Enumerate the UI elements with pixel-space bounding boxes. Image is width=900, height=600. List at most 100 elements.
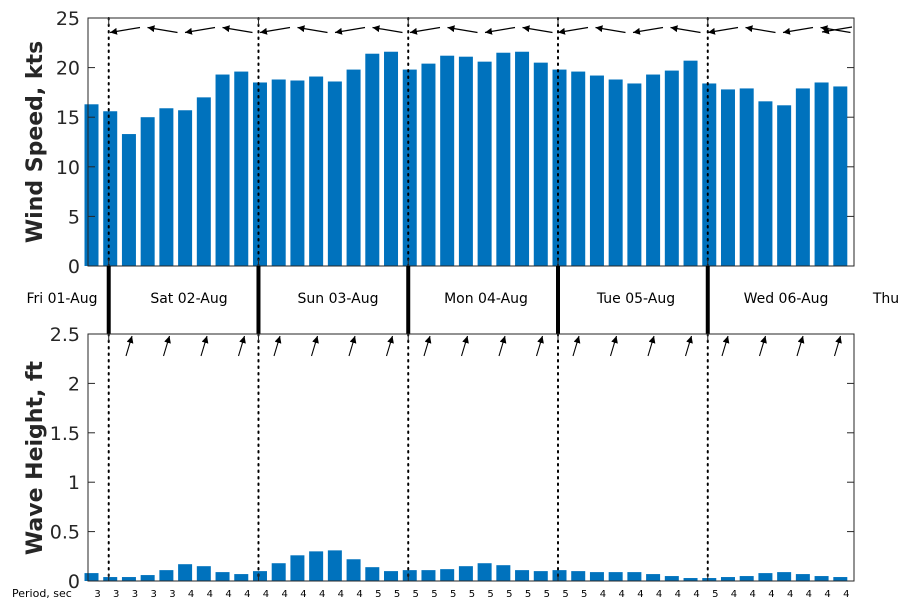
wave-y-tick-label: 0.5 bbox=[50, 522, 80, 544]
period-value: 5 bbox=[431, 589, 437, 600]
period-title: Period, sec bbox=[12, 587, 72, 600]
wave-bar bbox=[515, 570, 530, 581]
wind-direction-arrow bbox=[409, 26, 441, 35]
wave-bar bbox=[327, 550, 342, 581]
wave-bar bbox=[683, 578, 698, 581]
wind-plot-frame bbox=[87, 17, 855, 267]
wind-y-tick-label: 0 bbox=[68, 256, 80, 278]
wind-bar bbox=[327, 81, 342, 267]
wind-bar bbox=[833, 86, 848, 266]
wave-bar bbox=[758, 573, 773, 581]
wave-y-tick-label: 2 bbox=[68, 373, 80, 395]
day-strip: Fri 01-Aug Sat 02-Aug Sun 03-Aug Mon 04-Aug… bbox=[26, 266, 899, 334]
period-value: 3 bbox=[169, 589, 175, 600]
period-value: 4 bbox=[188, 589, 194, 600]
wave-direction-arrow bbox=[162, 335, 171, 357]
wind-bar bbox=[664, 70, 679, 266]
wave-bar bbox=[290, 555, 305, 581]
wind-speed-bars bbox=[84, 51, 848, 267]
wave-bar bbox=[346, 559, 361, 581]
wind-y-tick-label: 20 bbox=[56, 58, 80, 80]
wind-direction-arrow bbox=[745, 25, 776, 34]
wind-bar bbox=[234, 71, 249, 266]
wave-direction-arrow bbox=[758, 335, 767, 357]
wind-bar bbox=[533, 62, 548, 266]
wind-direction-arrow bbox=[447, 25, 478, 34]
wave-bar bbox=[271, 563, 286, 581]
wave-bar bbox=[477, 563, 492, 581]
wind-bar bbox=[196, 97, 211, 266]
wave-bar bbox=[552, 570, 567, 581]
wind-bar bbox=[215, 74, 230, 266]
wave-day-dividers bbox=[107, 333, 709, 582]
day-label: Fri 01-Aug bbox=[26, 291, 97, 307]
wind-bar bbox=[178, 110, 193, 266]
period-value: 4 bbox=[750, 589, 756, 600]
wave-bar bbox=[739, 576, 754, 581]
period-value: 4 bbox=[731, 589, 737, 600]
wind-bar bbox=[515, 51, 530, 267]
wave-direction-arrow bbox=[498, 335, 507, 357]
period-value: 4 bbox=[319, 589, 325, 600]
wave-direction-arrow bbox=[796, 335, 805, 357]
wave-bar bbox=[384, 571, 399, 581]
wave-bar bbox=[833, 577, 848, 581]
wind-direction-arrow bbox=[707, 26, 739, 35]
wind-direction-arrow bbox=[297, 25, 328, 34]
wave-bar bbox=[777, 572, 792, 581]
wave-bar bbox=[458, 566, 473, 581]
wind-bar bbox=[608, 79, 623, 266]
period-value: 5 bbox=[506, 589, 512, 600]
period-value: 4 bbox=[225, 589, 231, 600]
wave-bar bbox=[234, 574, 249, 581]
wave-bar bbox=[121, 577, 136, 581]
period-value: 5 bbox=[562, 589, 568, 600]
wind-direction-arrow bbox=[222, 25, 253, 34]
wave-bar bbox=[309, 551, 324, 581]
period-value: 3 bbox=[132, 589, 138, 600]
wind-bar bbox=[440, 55, 455, 267]
period-value: 4 bbox=[768, 589, 774, 600]
wind-direction-arrow bbox=[334, 26, 366, 35]
period-value: 4 bbox=[300, 589, 306, 600]
day-label: Mon 04-Aug bbox=[444, 291, 528, 307]
period-value: 4 bbox=[675, 589, 681, 600]
wave-y-tick-label: 1 bbox=[68, 472, 80, 494]
period-value: 4 bbox=[600, 589, 606, 600]
wind-bar bbox=[571, 71, 586, 266]
wind-bar bbox=[814, 82, 829, 266]
wave-bar bbox=[664, 576, 679, 581]
day-label: Sat 02-Aug bbox=[150, 291, 227, 307]
wind-direction-arrow bbox=[259, 26, 291, 35]
wind-bar bbox=[477, 61, 492, 267]
period-value: 4 bbox=[244, 589, 250, 600]
wave-direction-arrow bbox=[310, 335, 319, 357]
period-value: 5 bbox=[487, 589, 493, 600]
wind-bar bbox=[103, 111, 118, 266]
period-value: 5 bbox=[712, 589, 718, 600]
wave-bar bbox=[720, 577, 735, 581]
wave-bar bbox=[608, 572, 623, 581]
wind-direction-arrow bbox=[670, 25, 701, 34]
wind-direction-arrow bbox=[632, 26, 664, 35]
wind-bar bbox=[627, 83, 642, 266]
wind-bar bbox=[552, 69, 567, 266]
wave-direction-arrow bbox=[535, 335, 544, 357]
wind-direction-arrow bbox=[184, 26, 216, 35]
wave-bar bbox=[533, 571, 548, 581]
wave-plot-frame bbox=[87, 333, 855, 582]
wind-bar bbox=[496, 52, 511, 266]
wind-direction-arrow bbox=[109, 26, 141, 35]
wind-direction-arrow bbox=[372, 25, 403, 34]
wave-direction-arrow bbox=[684, 335, 693, 357]
wave-bar bbox=[814, 576, 829, 581]
wind-bar bbox=[589, 75, 604, 266]
wind-bar bbox=[121, 134, 136, 266]
wind-bar bbox=[795, 88, 810, 267]
wave-direction-arrow bbox=[273, 335, 282, 357]
wave-direction-arrow bbox=[647, 335, 656, 357]
wind-direction-arrow bbox=[782, 26, 814, 35]
wave-direction-arrow bbox=[721, 335, 730, 357]
day-label: Tue 05-Aug bbox=[596, 291, 675, 307]
